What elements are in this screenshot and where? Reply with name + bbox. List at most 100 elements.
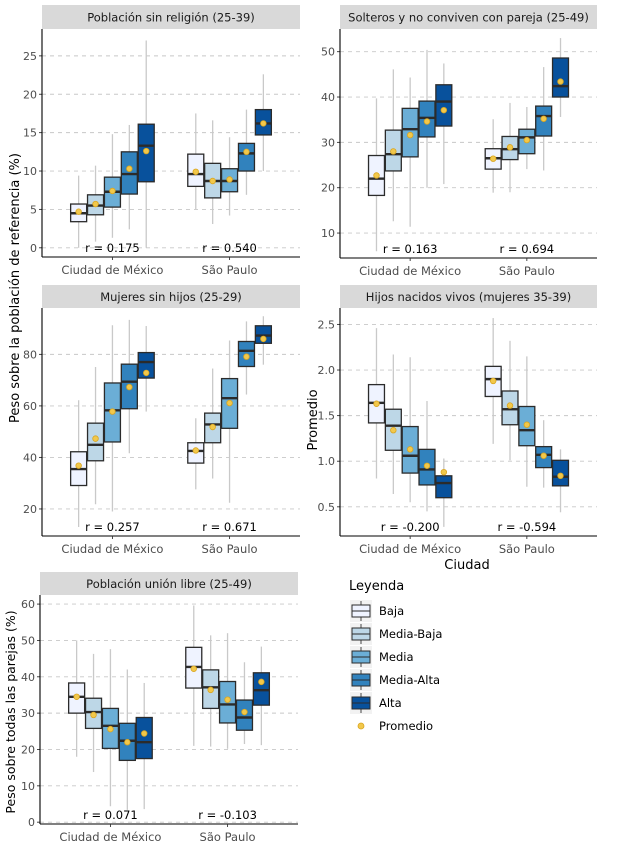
correlation-label: r = -0.594 — [497, 520, 556, 534]
box-media-alta — [120, 319, 138, 454]
legend-title: Leyenda — [349, 579, 404, 594]
box-alta — [137, 326, 155, 412]
box-baja — [367, 98, 386, 252]
mean-point — [209, 423, 216, 431]
y-tick-label: 20 — [21, 743, 35, 756]
box-baja — [69, 175, 88, 248]
mean-point — [143, 369, 150, 377]
legend-item-alta: Alta — [350, 692, 402, 714]
mean-point — [506, 402, 514, 409]
panel-2: Solteros y no conviven con pareja (25-49… — [321, 5, 597, 278]
panel-strip — [40, 572, 298, 595]
box-media-alta — [118, 669, 136, 810]
box-media — [103, 134, 122, 238]
y-tick-label: 0 — [30, 242, 37, 255]
mean-point — [390, 427, 397, 434]
box-baja — [187, 113, 205, 210]
panel-title: Solteros y no conviven con pareja (25-49… — [348, 11, 589, 25]
legend-item-label: Promedio — [379, 719, 433, 733]
box-media-baja — [204, 120, 222, 224]
y-axis-title-bottom-left: Peso sobre todas las parejas (%) — [3, 610, 18, 813]
mean-point — [75, 208, 82, 215]
mean-point — [126, 165, 133, 172]
x-tick-label: Ciudad de México — [61, 542, 163, 556]
panel-strip — [42, 285, 300, 308]
mean-point — [90, 711, 97, 719]
y-tick-label: 50 — [21, 634, 35, 647]
y-tick-label: 60 — [23, 400, 37, 413]
mean-point — [373, 172, 380, 179]
box-iqr — [435, 475, 453, 499]
mean-point — [390, 148, 397, 155]
mean-point — [143, 147, 150, 155]
y-axis-title-top-left: Peso sobre la población de referencia (%… — [8, 153, 23, 423]
y-tick-label: 1.0 — [318, 455, 336, 468]
mean-point — [523, 136, 531, 144]
box-baja — [484, 318, 502, 444]
y-tick-label: 15 — [23, 127, 37, 140]
legend-item-label: Media — [379, 650, 414, 664]
panel-5: Población unión libre (25-49) 0 10 20 30 40 50… — [21, 572, 298, 844]
box-alta — [435, 63, 453, 185]
mean-point — [224, 696, 231, 703]
box-alta — [551, 449, 570, 513]
mean-point — [423, 462, 431, 469]
correlation-label: r = 0.175 — [85, 241, 140, 255]
mean-point — [557, 472, 564, 480]
y-tick-label: 25 — [23, 50, 37, 63]
legend-item-label: Media-Baja — [379, 627, 442, 641]
box-media-alta — [237, 321, 256, 395]
box-media-baja — [86, 165, 105, 242]
x-tick-label: São Paulo — [499, 542, 555, 556]
mean-point — [226, 399, 233, 407]
mean-point — [241, 708, 248, 716]
box-media-alta — [535, 420, 553, 488]
mean-point — [92, 435, 99, 442]
mean-point — [243, 353, 250, 360]
box-alta — [137, 40, 155, 248]
legend-item-label: Media-Alta — [379, 673, 440, 687]
box-media — [518, 356, 536, 487]
y-tick-label: 80 — [23, 348, 37, 361]
box-baja — [67, 640, 86, 757]
mean-point — [209, 177, 216, 185]
y-axis-title-middle-right: Promedio — [306, 389, 321, 450]
mean-point — [109, 187, 116, 195]
box-iqr — [137, 351, 155, 379]
box-alta — [435, 458, 453, 527]
x-tick-label: São Paulo — [202, 542, 258, 556]
box-media — [101, 649, 120, 807]
y-tick-label: 20 — [23, 88, 37, 101]
mean-point — [124, 739, 131, 746]
mean-point — [107, 725, 114, 733]
legend-item-label: Baja — [379, 604, 404, 618]
legend-mean-point — [357, 722, 365, 730]
box-alta — [254, 74, 273, 172]
y-tick-label: 50 — [321, 46, 335, 59]
x-axis-title: Ciudad — [444, 558, 489, 573]
legend: Leyenda Baja Media-Baja Media Media-Alta Alt… — [349, 579, 442, 733]
box-media — [518, 106, 536, 170]
mean-point — [92, 200, 99, 208]
box-baja — [367, 328, 386, 479]
x-tick-label: Ciudad de México — [359, 264, 461, 278]
panel-strip — [42, 5, 300, 29]
box-iqr — [435, 84, 453, 127]
y-tick-label: 20 — [23, 503, 37, 516]
box-media-baja — [384, 69, 402, 222]
box-baja — [69, 400, 88, 527]
box-media-alta — [237, 109, 256, 195]
correlation-label: r = 0.671 — [202, 520, 257, 534]
mean-point — [73, 693, 80, 700]
legend-item-promedio: Promedio — [357, 719, 433, 733]
mean-point — [258, 678, 265, 686]
box-media — [218, 633, 237, 749]
mean-point — [192, 168, 199, 175]
y-tick-label: 10 — [23, 165, 37, 178]
box-media — [220, 137, 239, 216]
box-iqr — [252, 672, 271, 706]
mean-point — [406, 131, 414, 139]
y-tick-label: 40 — [321, 91, 335, 104]
box-media-baja — [202, 635, 220, 747]
